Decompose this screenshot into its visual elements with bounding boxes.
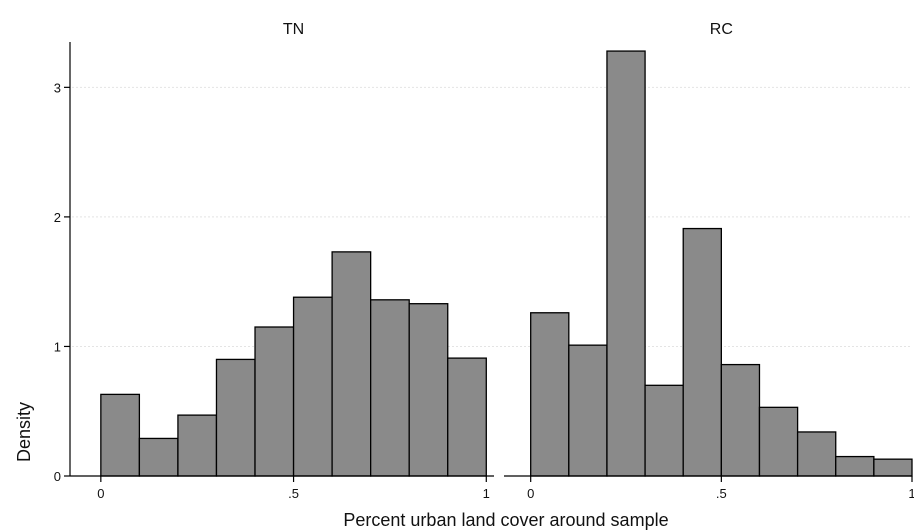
histogram-bar xyxy=(568,344,608,477)
panel-title: TN xyxy=(283,21,304,38)
x-tick-label-0: 0 xyxy=(97,486,104,501)
y-tick-label-2: 2 xyxy=(54,210,61,225)
histogram-bar xyxy=(758,406,799,477)
histogram-bar xyxy=(644,384,684,477)
histogram-bar xyxy=(100,393,141,477)
x-tick-label-0.5: .5 xyxy=(288,486,299,501)
histogram-bar xyxy=(254,326,295,477)
histogram-bar xyxy=(796,431,837,477)
histogram-bar xyxy=(177,414,218,477)
histogram-bar xyxy=(606,50,646,477)
histogram-bar xyxy=(530,312,570,477)
panel-rc: RC 0 .5 1 xyxy=(504,21,914,501)
histogram-bar xyxy=(720,363,761,477)
x-tick-label-1: 1 xyxy=(908,486,914,501)
y-tick-label-0: 0 xyxy=(54,469,61,484)
histogram-bar xyxy=(215,358,256,477)
y-tick-label-3: 3 xyxy=(54,80,61,95)
x-tick-label-1: 1 xyxy=(483,486,490,501)
histogram-bar xyxy=(835,455,875,477)
panel-title: RC xyxy=(710,21,733,38)
x-tick-label-0.5: .5 xyxy=(716,486,727,501)
x-axis-label: Percent urban land cover around sample xyxy=(343,510,668,530)
histogram-bar xyxy=(331,251,372,477)
histogram-bar xyxy=(873,458,913,477)
histogram-bar xyxy=(370,299,410,477)
y-axis-label: Density xyxy=(14,402,34,462)
gridlines xyxy=(72,86,912,347)
y-tick-label-1: 1 xyxy=(54,339,61,354)
histogram-bar xyxy=(447,357,487,477)
histogram-bar xyxy=(292,296,333,477)
x-tick-label-0: 0 xyxy=(527,486,534,501)
axes: 0 1 2 3 xyxy=(54,42,71,484)
histogram-bar xyxy=(138,437,179,477)
panel-tn: TN 0 .5 1 xyxy=(70,21,494,501)
histogram-bar xyxy=(408,303,449,477)
histogram-bar xyxy=(682,227,722,477)
